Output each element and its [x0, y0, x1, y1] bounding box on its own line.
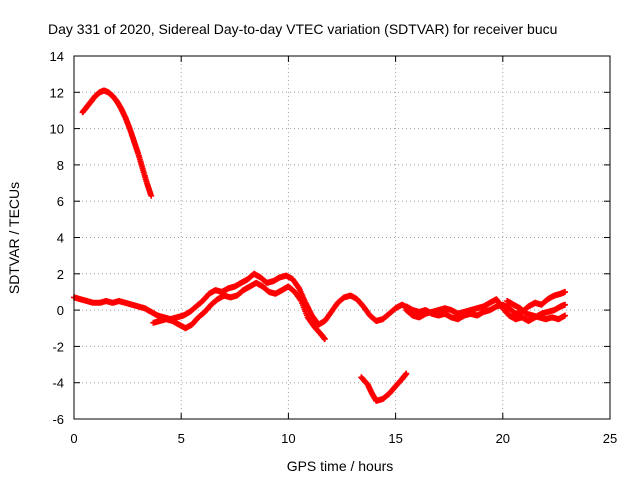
y-tick-label: 4	[57, 231, 64, 246]
x-tick-label: 10	[281, 431, 295, 446]
series-markers	[150, 279, 328, 343]
chart-title: Day 331 of 2020, Sidereal Day-to-day VTE…	[48, 21, 557, 37]
series-markers	[504, 298, 568, 323]
x-tick-label: 15	[388, 431, 402, 446]
x-axis-label: GPS time / hours	[287, 458, 394, 474]
y-tick-label: -6	[52, 412, 64, 427]
y-tick-label: 14	[50, 49, 64, 64]
x-tick-label: 25	[603, 431, 617, 446]
y-tick-label: 8	[57, 158, 64, 173]
y-tick-label: 6	[57, 194, 64, 209]
grid	[74, 56, 610, 419]
series-markers	[403, 288, 568, 323]
x-axis-ticks: 0 5 10 15 20 25	[70, 56, 617, 446]
series-arc-4	[358, 370, 410, 404]
series-markers	[71, 270, 412, 328]
series-markers	[358, 370, 410, 404]
series-arc-3	[150, 279, 328, 343]
series-markers	[403, 296, 568, 324]
y-tick-label: 12	[50, 85, 64, 100]
series-arc-1	[79, 87, 155, 199]
y-axis-ticks: -6 -4 -2 0 2 4 6 8 10 12 14	[50, 49, 610, 427]
series-arc-6	[403, 296, 568, 324]
x-tick-label: 0	[70, 431, 77, 446]
x-tick-label: 5	[178, 431, 185, 446]
series-arc-2	[71, 270, 412, 328]
y-tick-label: 2	[57, 267, 64, 282]
y-tick-label: -2	[52, 339, 64, 354]
series-markers	[79, 87, 155, 199]
series-arc-7	[504, 298, 568, 323]
y-axis-label: SDTVAR / TECUs	[6, 182, 22, 294]
y-tick-label: 10	[50, 122, 64, 137]
y-tick-label: -4	[52, 376, 64, 391]
y-tick-label: 0	[57, 303, 64, 318]
data-points	[71, 87, 568, 404]
x-tick-label: 20	[496, 431, 510, 446]
series-arc-5	[403, 288, 568, 323]
